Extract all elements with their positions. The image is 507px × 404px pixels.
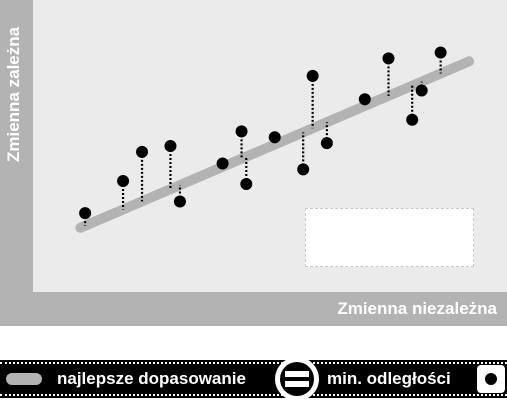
data-point-5 — [216, 157, 229, 170]
data-point-7 — [240, 177, 253, 190]
legend-distance-label: min. odległości — [327, 369, 451, 388]
data-point-15 — [415, 84, 428, 97]
data-point-12 — [358, 93, 371, 106]
data-point-2 — [136, 145, 149, 158]
legend-dotted-border-bottom — [0, 394, 507, 396]
x-axis-label: Zmienna niezależna — [337, 299, 497, 318]
data-point-3 — [164, 140, 177, 152]
dot-icon — [485, 373, 497, 385]
data-point-11 — [320, 137, 333, 150]
data-point-4 — [173, 195, 186, 208]
regression-line — [75, 56, 475, 233]
scatter-plot — [75, 46, 475, 233]
data-point-8 — [268, 131, 281, 144]
regression-line-group — [75, 56, 475, 233]
data-point-0 — [79, 207, 92, 220]
data-point-9 — [297, 163, 310, 176]
data-point-1 — [117, 175, 130, 188]
data-point-10 — [306, 69, 319, 82]
line-swatch-icon — [6, 373, 42, 385]
data-point-16 — [434, 46, 447, 59]
legend-bar — [0, 360, 507, 398]
equals-icon — [275, 357, 319, 401]
empty-note-box — [305, 208, 474, 267]
legend-line-label: najlepsze dopasowanie — [57, 369, 246, 388]
data-point-6 — [235, 125, 248, 138]
points-group — [79, 46, 447, 220]
legend-dotted-border-top — [0, 362, 507, 364]
data-point-14 — [406, 113, 419, 126]
data-point-13 — [382, 52, 395, 65]
